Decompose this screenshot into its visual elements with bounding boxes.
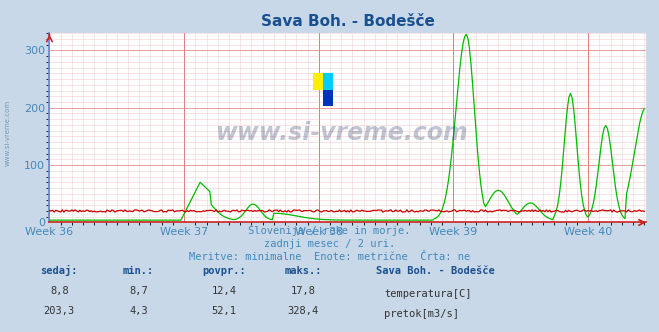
Text: zadnji mesec / 2 uri.: zadnji mesec / 2 uri. (264, 239, 395, 249)
Text: 52,1: 52,1 (212, 306, 237, 316)
Text: 328,4: 328,4 (287, 306, 319, 316)
Text: 8,8: 8,8 (50, 286, 69, 296)
Text: 12,4: 12,4 (212, 286, 237, 296)
Title: Sava Boh. - Bodešče: Sava Boh. - Bodešče (261, 14, 434, 29)
Text: 17,8: 17,8 (291, 286, 316, 296)
Text: Meritve: minimalne  Enote: metrične  Črta: ne: Meritve: minimalne Enote: metrične Črta:… (189, 252, 470, 262)
Text: Slovenija / reke in morje.: Slovenija / reke in morje. (248, 226, 411, 236)
Text: 203,3: 203,3 (43, 306, 75, 316)
Text: povpr.:: povpr.: (202, 266, 246, 276)
Text: 8,7: 8,7 (129, 286, 148, 296)
Text: pretok[m3/s]: pretok[m3/s] (384, 309, 459, 319)
Text: Sava Boh. - Bodešče: Sava Boh. - Bodešče (376, 266, 494, 276)
Text: min.:: min.: (123, 266, 154, 276)
Text: maks.:: maks.: (285, 266, 322, 276)
Text: www.si-vreme.com: www.si-vreme.com (5, 100, 11, 166)
Text: 4,3: 4,3 (129, 306, 148, 316)
Text: sedaj:: sedaj: (41, 265, 78, 276)
Text: temperatura[C]: temperatura[C] (384, 289, 472, 299)
Text: www.si-vreme.com: www.si-vreme.com (216, 121, 469, 145)
